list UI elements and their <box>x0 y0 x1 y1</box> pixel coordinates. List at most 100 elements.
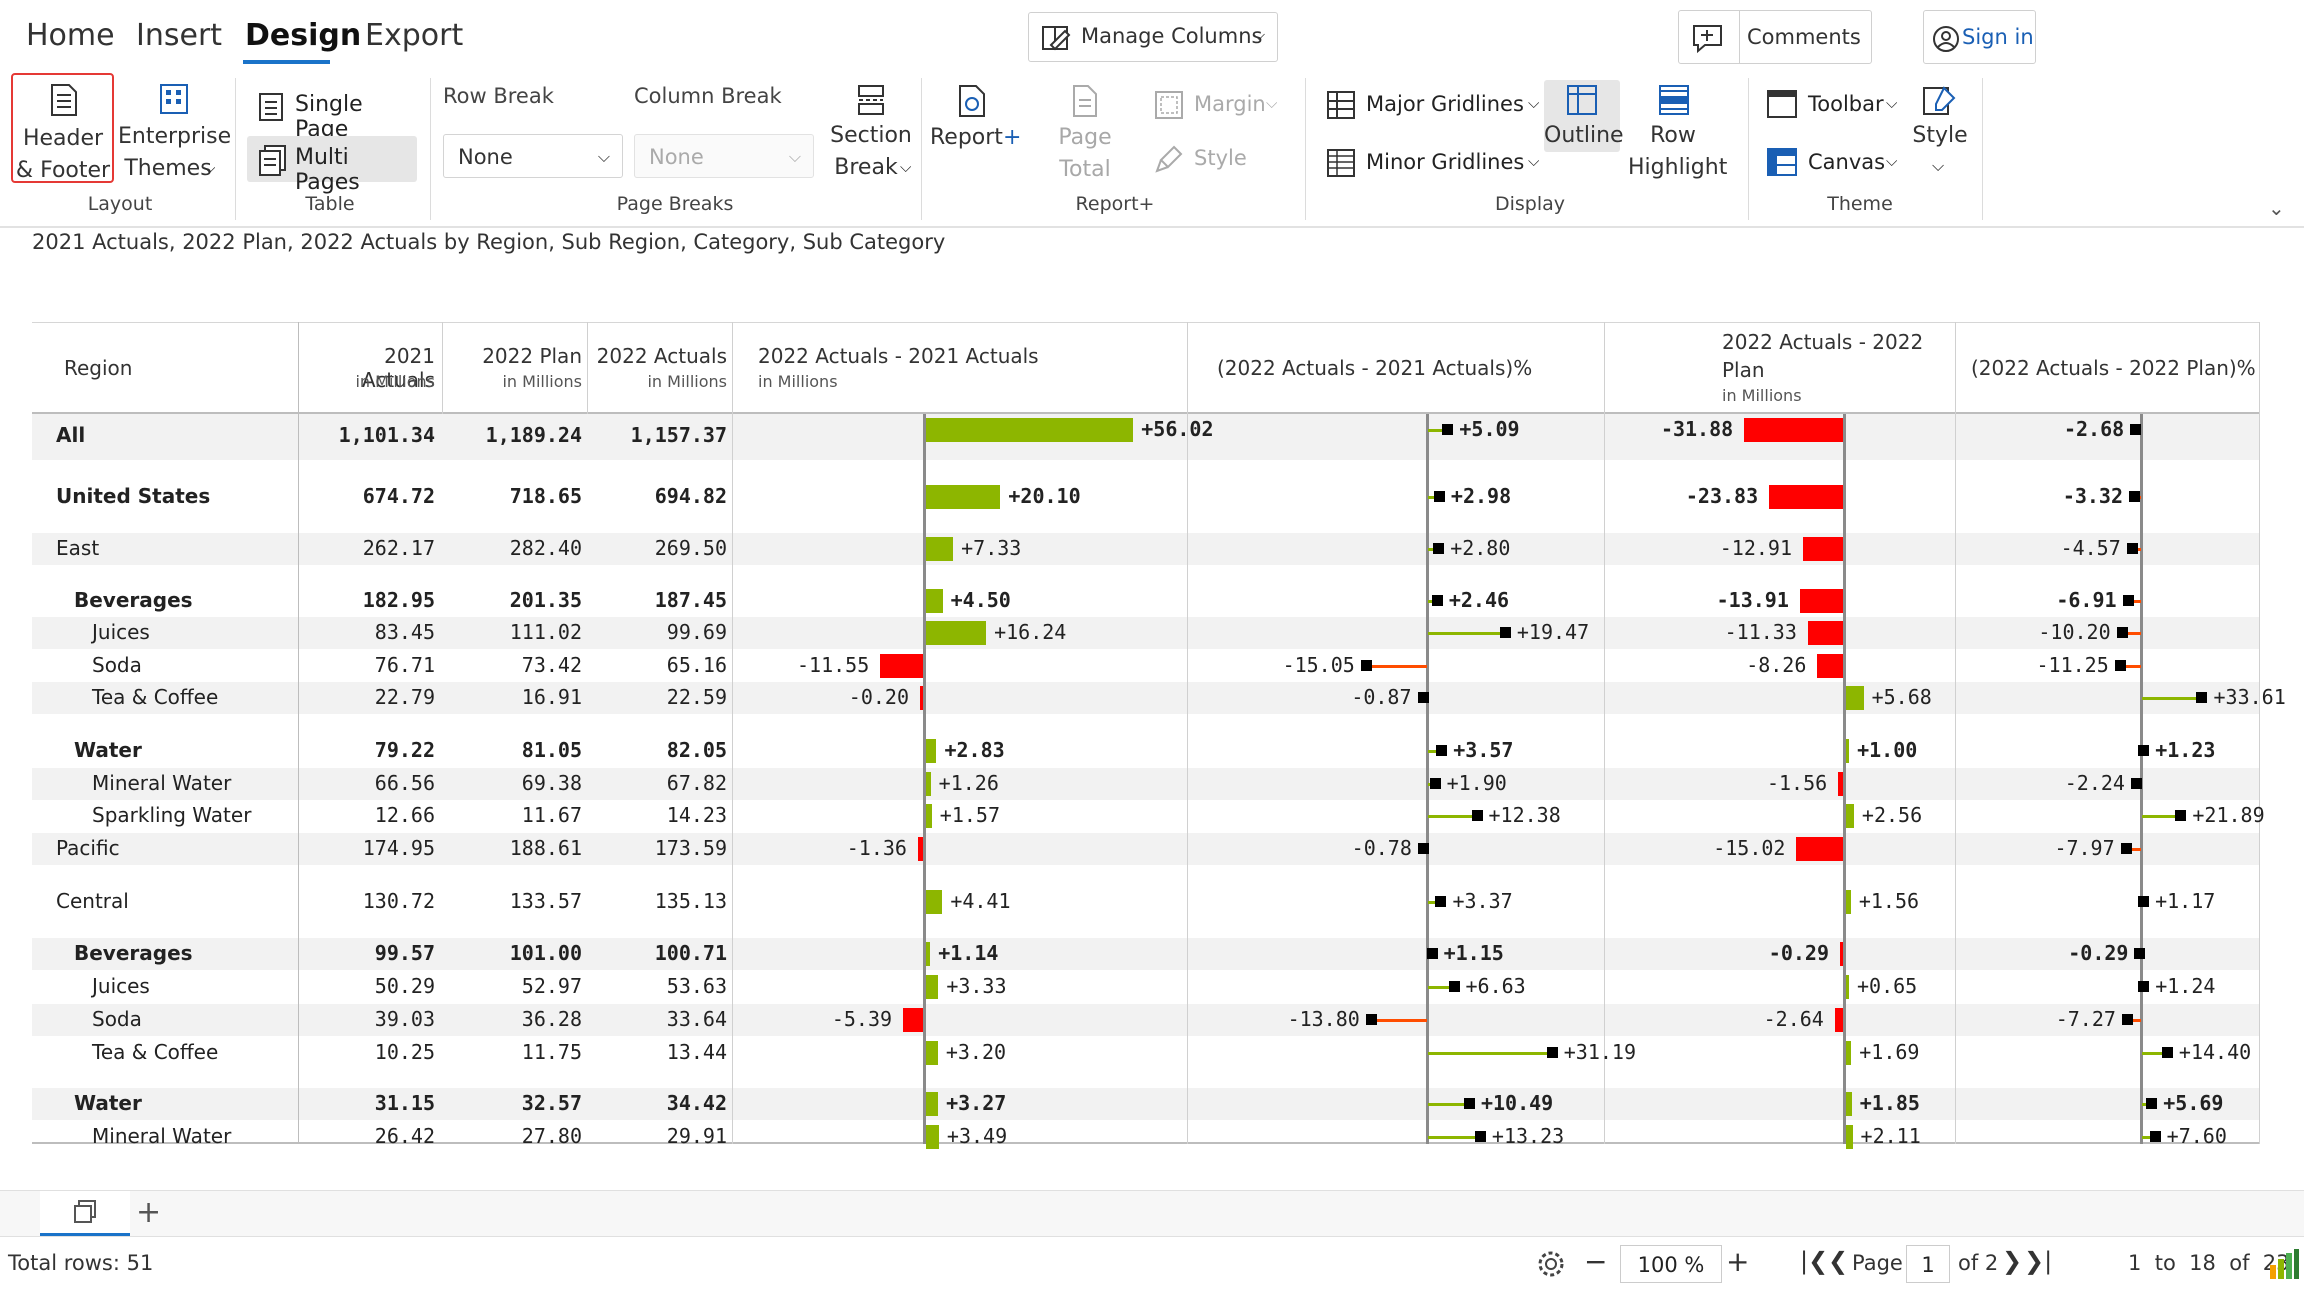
cell-2022-actuals: 100.71 <box>654 941 727 965</box>
row-label: Mineral Water <box>92 771 232 795</box>
row-label: Tea & Coffee <box>92 1040 219 1064</box>
multi-pages-button[interactable]: Multi Pages <box>247 136 417 195</box>
variance-bar-ac-pl <box>1817 654 1843 678</box>
cell-2022-actuals: 99.69 <box>666 620 727 644</box>
style-button[interactable]: Style <box>1150 140 1270 180</box>
section-break-button[interactable]: Section Break ⌵ <box>826 80 916 190</box>
enterprise-themes-button[interactable]: Enterprise Themes ⌵ <box>118 75 231 185</box>
tab-home[interactable]: Home <box>26 18 115 53</box>
margin-button[interactable]: Margin ⌵ <box>1150 86 1285 126</box>
header-2022-plan[interactable]: 2022 Plan <box>482 344 582 368</box>
inforiver-logo-icon <box>2270 1249 2299 1279</box>
cell-2022-plan: 73.42 <box>521 653 582 677</box>
row-shade <box>32 617 2260 649</box>
zoom-out-button[interactable]: − <box>1584 1245 1608 1278</box>
style-label: Style <box>1194 146 1247 170</box>
pin-label-ac-py-pct: +13.23 <box>1491 1124 1565 1148</box>
header-footer-button[interactable]: Header & Footer <box>11 73 114 183</box>
group-separator <box>430 78 431 220</box>
collapse-ribbon-icon[interactable]: ⌄ <box>2268 196 2285 220</box>
pin-ac-py-pct-head <box>1463 1098 1475 1109</box>
page-total-button[interactable]: Page Total <box>1030 80 1140 182</box>
tab-insert[interactable]: Insert <box>136 18 223 53</box>
variance-label-ac-pl: -12.91 <box>1719 536 1792 560</box>
manage-columns-button[interactable]: Manage Columns ⌵ <box>1028 12 1278 62</box>
cell-2022-plan: 27.80 <box>521 1124 582 1148</box>
chevron-down-icon: ⌵ <box>1886 94 1898 112</box>
header-2021-actuals[interactable]: 2021 Actuals <box>361 344 435 392</box>
page-number-input[interactable]: 1 <box>1906 1245 1950 1283</box>
header-footer-icon <box>51 84 77 116</box>
zoom-input[interactable]: 100 % <box>1620 1245 1722 1283</box>
canvas-label: Canvas <box>1808 150 1886 174</box>
cell-2022-plan: 11.67 <box>521 803 582 827</box>
header-unit: in Millions <box>502 372 582 391</box>
cell-2022-actuals: 187.45 <box>654 588 727 612</box>
pin-ac-py-pct-line <box>1428 1136 1481 1139</box>
user-icon <box>1933 26 1959 52</box>
gear-icon[interactable] <box>1536 1249 1566 1279</box>
pin-label-ac-py-pct: +10.49 <box>1480 1091 1554 1115</box>
tab-design[interactable]: Design <box>245 18 362 53</box>
variance-bar-ac-pl <box>1846 739 1850 763</box>
variance-bar-ac-pl <box>1846 975 1849 999</box>
enterprise-themes-label-2: Themes <box>124 156 212 181</box>
minor-gridlines-button[interactable]: Minor Gridlines ⌵ <box>1322 144 1547 184</box>
header-variance-ac-pl-2[interactable]: Plan <box>1722 358 1765 382</box>
last-page-icon[interactable]: ❯| <box>2024 1247 2053 1275</box>
variance-bar-ac-pl <box>1840 942 1843 966</box>
header-variance-ac-py[interactable]: 2022 Actuals - 2021 Actuals <box>758 344 1039 368</box>
single-page-label: Single Page <box>295 92 363 142</box>
sign-in-button[interactable]: Sign in <box>1923 10 2036 64</box>
row-highlight-button[interactable]: Row Highlight <box>1628 80 1727 190</box>
single-page-button[interactable]: Single Page <box>247 84 417 142</box>
sheet-tab[interactable] <box>40 1191 130 1236</box>
variance-label-ac-py: +7.33 <box>961 536 1022 560</box>
pages-icon <box>74 1200 96 1223</box>
variance-label-ac-py: -11.55 <box>797 653 870 677</box>
variance-label-ac-pl: -11.33 <box>1724 620 1797 644</box>
next-page-icon[interactable]: ❯ <box>2002 1247 2023 1275</box>
variance-bar-ac-pl <box>1807 621 1843 645</box>
variance-label-ac-py: +16.24 <box>994 620 1067 644</box>
section-break-label-1: Section <box>830 123 912 148</box>
pin-ac-py-pct-line <box>1428 1052 1553 1055</box>
theme-style-button[interactable]: Style ⌵ <box>1908 80 1972 190</box>
toolbar-button[interactable]: Toolbar ⌵ <box>1762 84 1902 126</box>
variance-label-ac-pl: -31.88 <box>1660 417 1734 441</box>
zoom-in-button[interactable]: + <box>1726 1245 1750 1278</box>
column-break-select[interactable]: None ⌵ <box>634 134 814 178</box>
variance-bar-ac-pl <box>1769 485 1843 509</box>
pin-ac-py-pct-head <box>1499 627 1511 638</box>
pin-ac-py-pct-line <box>1428 632 1506 635</box>
variance-bar-ac-py <box>903 1008 923 1032</box>
cell-2021-actuals: 130.72 <box>362 889 435 913</box>
pin-label-ac-py-pct: +6.63 <box>1465 974 1526 998</box>
variance-label-ac-pl: +2.56 <box>1861 803 1923 827</box>
major-gridlines-button[interactable]: Major Gridlines ⌵ <box>1322 86 1547 126</box>
comments-button[interactable]: Comments <box>1678 10 1872 64</box>
header-variance-pct-ac-py[interactable]: (2022 Actuals - 2021 Actuals)% <box>1217 356 1533 380</box>
cell-2022-plan: 52.97 <box>521 974 582 998</box>
header-2022-actuals[interactable]: 2022 Actuals <box>596 344 727 368</box>
column-divider <box>732 322 733 1144</box>
header-variance-pct-ac-pl[interactable]: (2022 Actuals - 2022 Plan)% <box>1971 356 2256 380</box>
cell-2021-actuals: 12.66 <box>374 803 435 827</box>
pin-ac-py-pct-line <box>1428 429 1449 432</box>
pin-ac-pl-pct-head <box>2138 981 2150 992</box>
pin-label-ac-pl-pct: -0.29 <box>2068 941 2129 965</box>
add-sheet-icon[interactable]: + <box>136 1195 162 1230</box>
chevron-down-icon: ⌵ <box>1528 152 1540 170</box>
cell-2022-plan: 81.05 <box>521 738 582 762</box>
variance-bar-ac-pl <box>1846 1041 1852 1065</box>
row-break-select[interactable]: None ⌵ <box>443 134 623 178</box>
report-plus-button[interactable]: Report+ <box>930 80 1021 160</box>
canvas-button[interactable]: Canvas ⌵ <box>1762 142 1902 184</box>
pin-label-ac-pl-pct: +5.69 <box>2163 1091 2224 1115</box>
first-page-icon[interactable]: |❮ <box>1800 1247 1829 1275</box>
outline-button[interactable]: Outline <box>1544 80 1624 152</box>
previous-page-icon[interactable]: ❮ <box>1828 1247 1849 1275</box>
header-variance-ac-pl-1[interactable]: 2022 Actuals - 2022 <box>1722 330 1924 354</box>
header-region[interactable]: Region <box>64 356 133 380</box>
tab-export[interactable]: Export <box>365 18 464 53</box>
